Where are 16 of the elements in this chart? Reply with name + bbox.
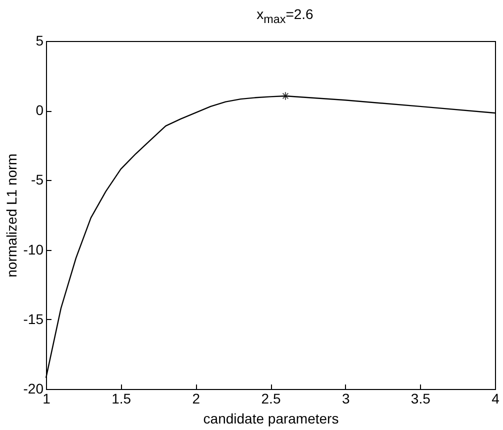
x-tick-label: 2.5 (261, 390, 281, 406)
y-tick-label: 5 (36, 32, 44, 48)
x-tick-label: 1.5 (112, 390, 132, 406)
y-axis-title: normalized L1 norm (3, 154, 20, 278)
y-tick-label: -20 (23, 380, 44, 396)
x-tick-label: 2 (192, 390, 200, 406)
x-axis-title: candidate parameters (203, 410, 339, 426)
x-tick-label: 4 (492, 390, 500, 406)
x-tick-label: 3.5 (410, 390, 431, 406)
y-tick-label: -10 (23, 241, 44, 258)
x-tick-label: 3 (342, 390, 350, 406)
y-tick-label: -15 (23, 310, 44, 327)
chart-title: x$_{max}$=2.6 (256, 6, 314, 26)
y-tick-label: -5 (31, 172, 44, 188)
y-tick-label: 0 (36, 102, 44, 118)
x-tick-label: 1 (42, 390, 51, 406)
